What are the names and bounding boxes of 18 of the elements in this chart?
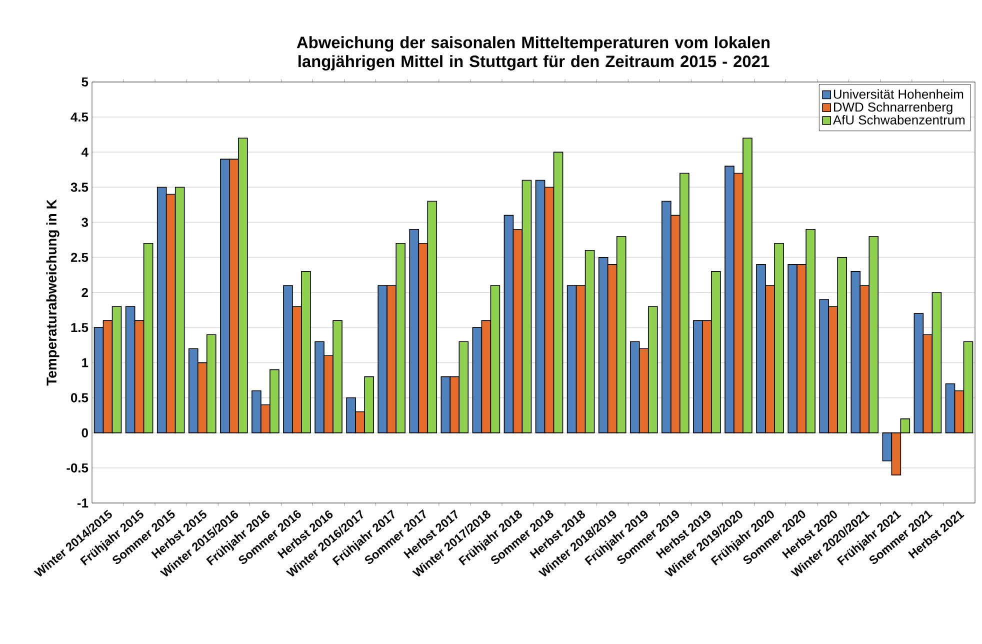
y-tick-label: 0 xyxy=(82,428,88,438)
legend-label: AfU Schwabenzentrum xyxy=(832,115,965,125)
chart-title: Abweichung der saisonalen Mitteltemperaturen vom lokalen langjährigen Mittel in Stuttgart für den Zeitraum 2015 - 2021 xyxy=(296,36,770,71)
y-tick-label: 1.5 xyxy=(71,323,88,332)
y-tick-label: -0.5 xyxy=(66,463,88,472)
y-axis-title: Temperaturabweichung in K xyxy=(46,199,60,386)
y-tick-label: 2 xyxy=(82,288,88,298)
y-tick-label: 0.5 xyxy=(70,393,88,402)
y-tick-label: -1 xyxy=(77,498,88,508)
y-tick-label: 4 xyxy=(81,148,88,157)
y-tick-label: 4.5 xyxy=(70,112,88,122)
y-tick-label: 2.5 xyxy=(70,252,88,262)
y-tick-label: 3 xyxy=(82,218,88,227)
legend-label: Universität Hohenheim xyxy=(834,89,964,99)
y-tick-label: 5 xyxy=(82,77,88,87)
legend-label: DWD Schnarrenberg xyxy=(834,102,952,114)
y-tick-label: 3.5 xyxy=(70,182,88,192)
y-tick-label: 1 xyxy=(82,358,88,368)
